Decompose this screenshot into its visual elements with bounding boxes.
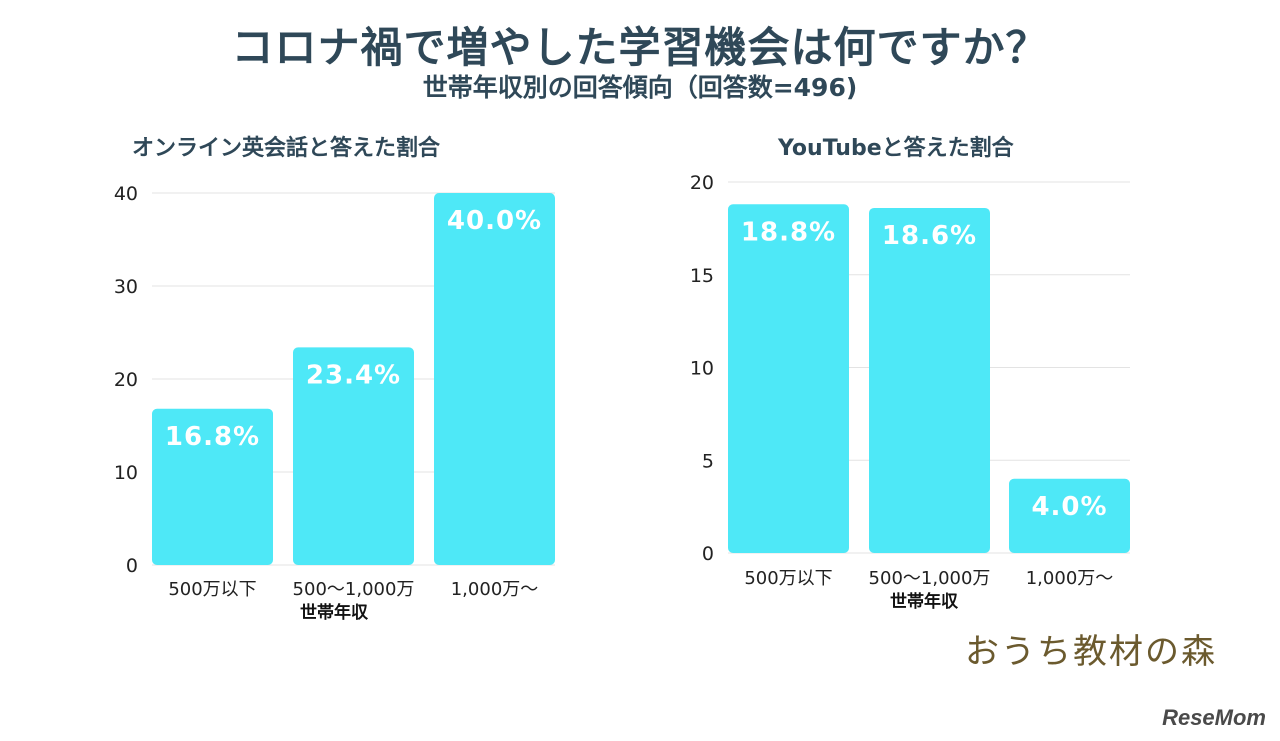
- x-category-label: 500万以下: [168, 579, 256, 600]
- y-tick-label: 5: [702, 450, 714, 472]
- bar: [434, 193, 555, 565]
- bar: [293, 347, 414, 565]
- bar: [869, 207, 990, 553]
- brand-logo-text: おうち教材の森: [965, 632, 1217, 672]
- x-category-label: 500〜1,000万: [293, 579, 415, 600]
- data-label: 18.8%: [741, 217, 836, 247]
- x-axis-label: 世帯年収: [300, 602, 369, 623]
- bar: [728, 204, 849, 553]
- x-category-label: 500〜1,000万: [869, 568, 991, 589]
- x-category-label: 500万以下: [744, 568, 832, 589]
- y-tick-label: 15: [690, 265, 714, 287]
- chart-1: 0 5 10 15 20 18.8% 500万以下 18.6% 500〜1,000万 4.0% 1,…: [690, 172, 1130, 612]
- data-label: 40.0%: [447, 206, 542, 236]
- bar: [1009, 478, 1130, 553]
- y-tick-label: 40: [114, 183, 138, 205]
- page-title: コロナ禍で増やした学習機会は何ですか？: [231, 23, 1049, 72]
- y-tick-label: 30: [114, 276, 138, 298]
- y-tick-label: 10: [114, 462, 138, 484]
- y-tick-label: 0: [126, 555, 138, 577]
- chart-title-youtube: YouTubeと答えた割合: [778, 136, 1014, 161]
- y-tick-label: 20: [690, 172, 714, 194]
- x-category-label: 1,000万〜: [1026, 568, 1114, 589]
- bar: [152, 408, 273, 565]
- data-label: 4.0%: [1031, 492, 1107, 522]
- x-category-label: 1,000万〜: [451, 579, 539, 600]
- data-label: 18.6%: [882, 221, 977, 251]
- chart-0: 0 10 20 30 40 16.8% 500万以下 23.4% 500〜1,000万 40.0%…: [114, 183, 555, 623]
- x-axis-label: 世帯年収: [890, 591, 959, 612]
- data-label: 23.4%: [306, 360, 401, 390]
- data-label: 16.8%: [165, 422, 260, 452]
- y-tick-label: 10: [690, 358, 714, 380]
- y-tick-label: 20: [114, 369, 138, 391]
- page-subtitle: 世帯年収別の回答傾向（回答数=496): [422, 73, 858, 102]
- watermark-logo: ReseMom: [1162, 705, 1266, 730]
- chart-title-online-english: オンライン英会話と答えた割合: [132, 136, 441, 161]
- y-tick-label: 0: [702, 543, 714, 565]
